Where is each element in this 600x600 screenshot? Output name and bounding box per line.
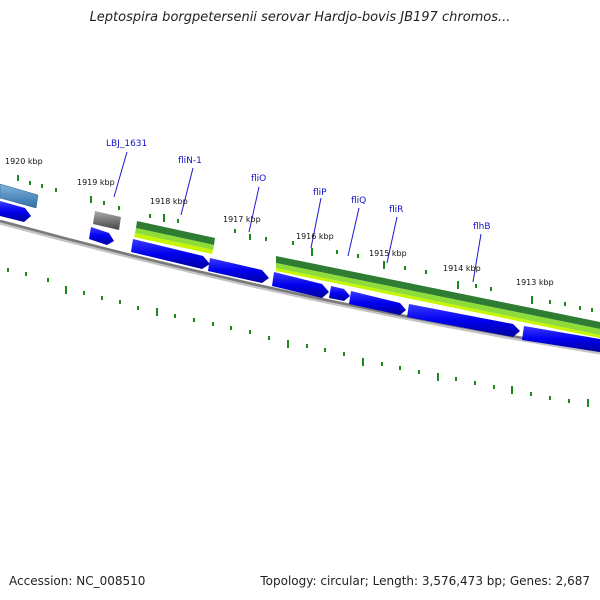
map-title: Leptospira borgpetersenii serovar Hardjo…: [89, 10, 511, 25]
upper-tick-track: [17, 175, 593, 312]
gene-arrow[interactable]: [89, 227, 114, 245]
gene-label-flir[interactable]: fliR: [389, 205, 403, 215]
gene-label-fliq[interactable]: fliQ: [351, 196, 366, 206]
gene-arrow[interactable]: [522, 326, 600, 352]
steel-gene-block[interactable]: [0, 183, 39, 209]
gene-label-leaders: [113, 151, 482, 283]
kbp-label: 1917 kbp: [223, 215, 261, 224]
gene-arrows: [0, 201, 600, 352]
backbone-line-core: [0, 219, 600, 353]
gene-arrow[interactable]: [349, 291, 406, 315]
green-feature-band: [134, 221, 600, 338]
gene-arrow[interactable]: [272, 272, 329, 298]
gene-labels: LBJ_1631 fliN-1 fliO fliP fliQ fliR flhB: [106, 139, 491, 232]
gene-label-flin-1[interactable]: fliN-1: [178, 156, 202, 166]
kbp-label: 1915 kbp: [369, 249, 407, 258]
kbp-label: 1918 kbp: [150, 197, 188, 206]
gene-label-flhb[interactable]: flhB: [473, 222, 491, 232]
kbp-label: 1916 kbp: [296, 232, 334, 241]
gene-label-flio[interactable]: fliO: [251, 174, 266, 184]
gene-arrow[interactable]: [407, 304, 520, 337]
gene-label-lbj-1631[interactable]: LBJ_1631: [106, 139, 147, 149]
gene-arrow[interactable]: [0, 201, 31, 222]
kbp-label: 1913 kbp: [516, 278, 554, 287]
pseudo-gene-block[interactable]: [93, 211, 121, 230]
accession-text: Accession: NC_008510: [9, 574, 146, 588]
gene-arrow[interactable]: [208, 258, 269, 283]
genome-summary-text: Topology: circular; Length: 3,576,473 bp…: [260, 574, 590, 588]
gene-arrow[interactable]: [131, 239, 210, 269]
kbp-labels: 1920 kbp 1919 kbp 1918 kbp 1917 kbp 1916…: [5, 157, 554, 287]
lower-tick-track: [7, 268, 589, 407]
gene-arrow[interactable]: [329, 286, 350, 301]
kbp-label: 1920 kbp: [5, 157, 43, 166]
kbp-label: 1919 kbp: [77, 178, 115, 187]
gene-label-flip[interactable]: fliP: [313, 188, 327, 198]
kbp-label: 1914 kbp: [443, 264, 481, 273]
